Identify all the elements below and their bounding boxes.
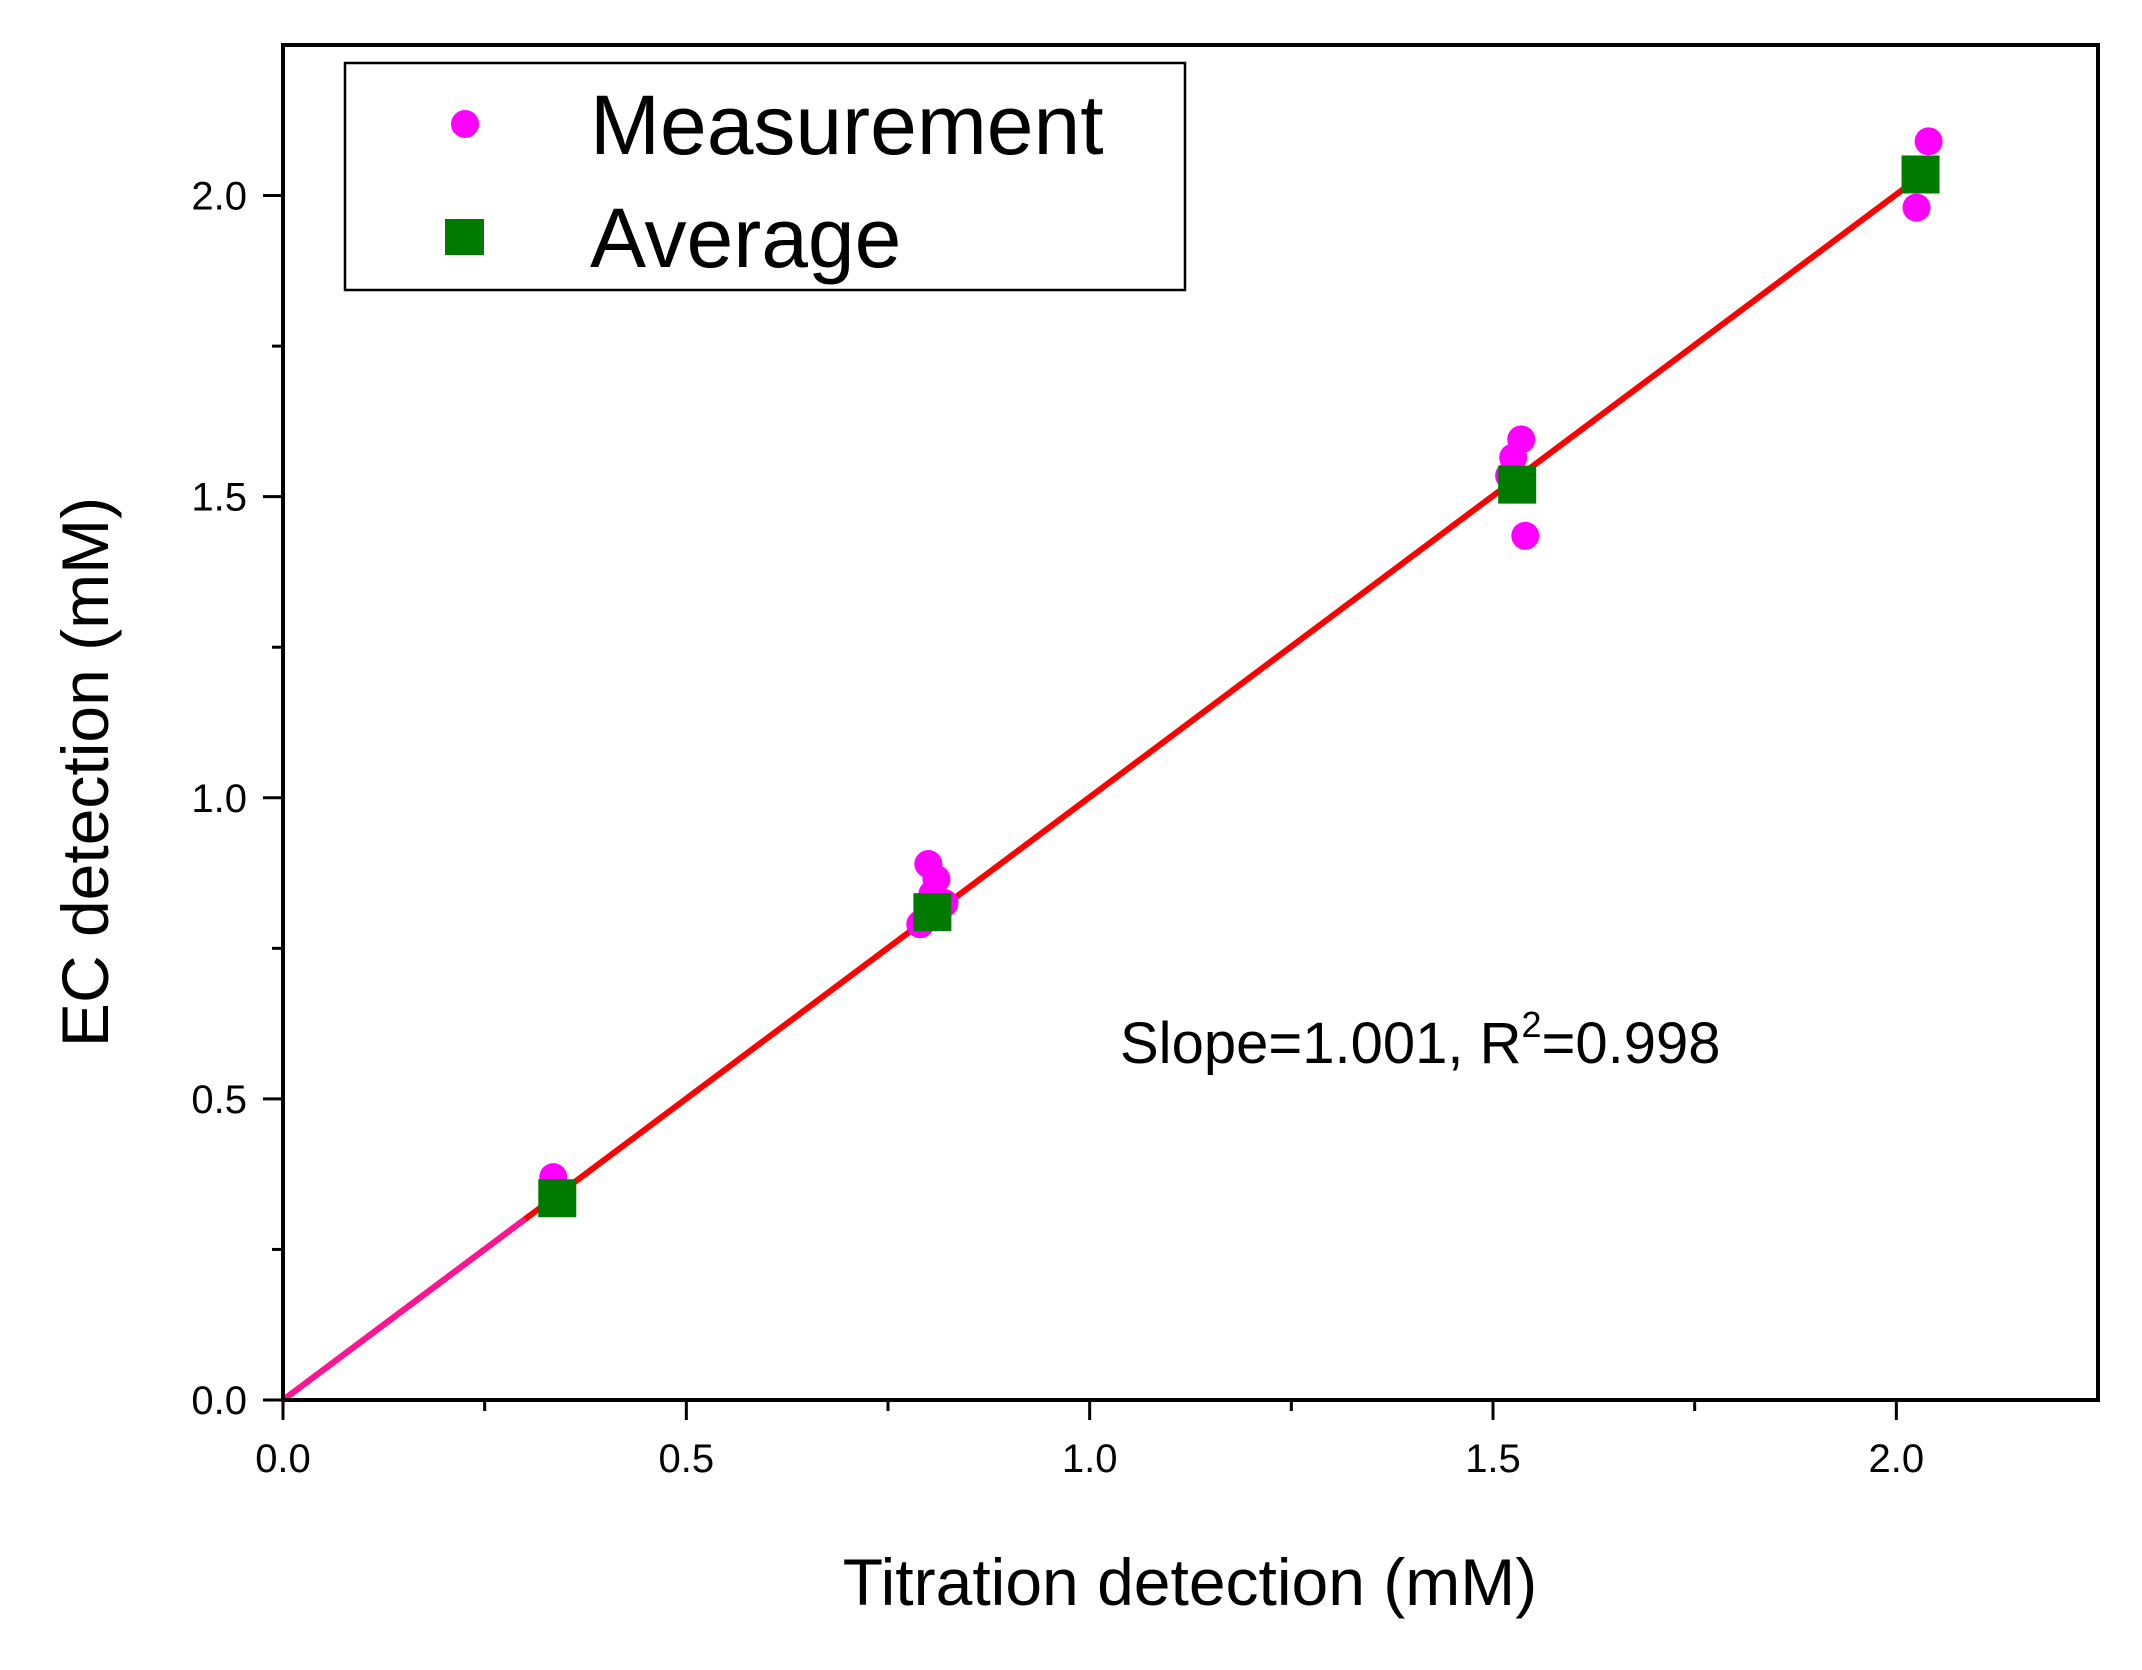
y-axis-title: EC detection (mM) <box>48 497 122 1047</box>
y-tick-label: 1.0 <box>191 777 247 821</box>
x-tick-label: 2.0 <box>1869 1437 1925 1481</box>
y-tick-label: 2.0 <box>191 175 247 219</box>
measurement-point <box>1507 425 1536 454</box>
legend-box <box>343 61 1187 292</box>
fit-annotation: Slope=1.001, R2=0.998 <box>1120 1004 1721 1076</box>
average-point <box>538 1179 577 1218</box>
average-point <box>1901 155 1940 194</box>
legend-marker-average <box>445 219 484 255</box>
average-point <box>1498 465 1537 504</box>
average-point <box>913 893 952 932</box>
annotation-suffix: =0.998 <box>1542 1011 1721 1076</box>
x-tick-labels: 0.0 0.5 1.0 1.5 2.0 <box>255 1437 1924 1481</box>
legend: Measurement Average <box>343 61 1187 292</box>
x-tick-label: 1.0 <box>1062 1437 1118 1481</box>
x-tick-label: 0.5 <box>659 1437 715 1481</box>
measurement-point <box>1914 127 1943 156</box>
fit-line-origin-segment <box>281 1216 527 1403</box>
x-tick-label: 1.5 <box>1465 1437 1521 1481</box>
y-tick-label: 0.5 <box>191 1078 247 1122</box>
plot-area-frame <box>281 43 2100 1402</box>
measurement-point <box>1902 193 1931 222</box>
data-points <box>538 127 1943 1218</box>
legend-label-measurement: Measurement <box>590 78 1104 172</box>
y-tick-label: 0.0 <box>191 1379 247 1423</box>
measurement-point <box>1511 521 1540 550</box>
annotation-superscript: 2 <box>1521 1004 1541 1045</box>
y-tick-labels: 0.0 0.5 1.0 1.5 2.0 <box>191 175 247 1423</box>
y-tick-label: 1.5 <box>191 476 247 520</box>
legend-label-average: Average <box>590 191 901 285</box>
x-tick-label: 0.0 <box>255 1437 311 1481</box>
annotation-prefix: Slope=1.001, R <box>1120 1011 1521 1076</box>
x-axis-title: Titration detection (mM) <box>843 1545 1537 1619</box>
legend-marker-measurement <box>451 110 479 138</box>
